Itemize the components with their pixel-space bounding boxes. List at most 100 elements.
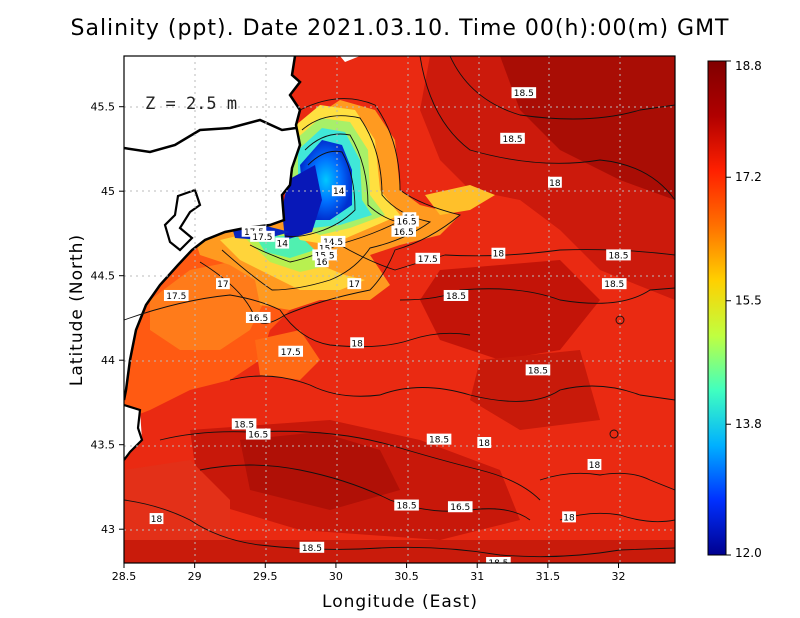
contour-label-bg [299, 541, 325, 553]
contour-label-bg [275, 237, 290, 249]
colorbar-ticks: 18.8 17.2 15.5 13.8 12.0 [726, 59, 762, 560]
colorbar-tick-label: 12.0 [735, 546, 762, 560]
contour-labels: 18.518.518141616.516.517.517.51414.51515… [149, 87, 631, 569]
x-tick-label: 29.5 [253, 570, 278, 583]
contour-label: 18 [479, 439, 491, 449]
plot-frame [123, 55, 676, 564]
contour-label-bg [231, 418, 257, 430]
x-axis-label: Longitude (East) [322, 592, 478, 612]
contour-label-bg [320, 235, 346, 247]
contour-label: 17.5 [166, 292, 186, 302]
x-tick-label: 30 [329, 570, 343, 583]
contour-label-bg [500, 132, 525, 144]
contour-label-bg [391, 225, 417, 237]
contour-label-bg [525, 364, 551, 376]
contour-label: 18 [549, 179, 561, 189]
contour-label-bg [443, 289, 469, 301]
contour-label: 18 [151, 515, 163, 525]
contour-label: 17 [217, 280, 228, 290]
contour-label: 16.5 [397, 218, 417, 228]
contour-label-bg [426, 433, 452, 445]
y-tick-label: 44 [101, 354, 115, 367]
contour-label-bg [215, 278, 230, 290]
map-title: Salinity (ppt). Date 2021.03.10. Time 00… [70, 16, 730, 41]
y-tick-label: 43 [101, 523, 115, 536]
contour-label: 17.5 [281, 348, 301, 358]
y-tick-label: 43.5 [91, 439, 116, 452]
contour-label-bg [447, 501, 473, 513]
y-tick-label: 45.5 [91, 101, 116, 114]
y-tick-label: 45 [101, 185, 115, 198]
contour-label-bg [250, 230, 275, 242]
contour-label-bg [317, 242, 332, 254]
contour-label-bg [314, 256, 329, 268]
contour-label: 18.5 [446, 292, 466, 302]
colorbar-tick-label: 17.2 [735, 170, 762, 184]
contour-label-bg [606, 249, 631, 261]
contour-label-bg [245, 428, 271, 440]
contour-label: 18 [351, 339, 363, 349]
contour-label: 14 [333, 187, 345, 197]
contour-label: 18.5 [234, 420, 254, 430]
contour-label: 18 [493, 250, 505, 260]
contour-label-bg [477, 437, 492, 449]
contour-label-bg [394, 499, 419, 511]
contour-label: 18.5 [397, 502, 417, 512]
contour-label: 18.5 [608, 251, 628, 261]
contour-label-bg [587, 458, 602, 470]
contour-label-bg [350, 337, 365, 349]
contour-label: 16.5 [248, 314, 268, 324]
contour-label-bg [601, 278, 627, 290]
contour-label-bg [511, 87, 537, 99]
contour-label-bg [491, 247, 506, 259]
contour-label: 18 [589, 461, 601, 471]
contour-label-bg [331, 185, 346, 197]
plot-area: 18.518.518141616.516.517.517.51414.51515… [124, 56, 675, 569]
contour-label: 16 [316, 258, 328, 268]
contour-label: 17.5 [252, 233, 272, 243]
contour-label: 18 [563, 513, 575, 523]
contour-label: 18.5 [514, 89, 534, 99]
x-tick-label: 31 [470, 570, 484, 583]
contour-label-bg [562, 511, 576, 523]
danube-branch [124, 118, 297, 154]
contour-label: 18.5 [429, 436, 449, 446]
y-tick-label: 44.5 [91, 270, 116, 283]
lagoon-outline [163, 188, 202, 252]
contour-label: 16.5 [248, 431, 268, 441]
contour-label: 17.5 [418, 255, 438, 265]
x-tick-label: 28.5 [112, 570, 137, 583]
contour-label: 18.5 [604, 280, 624, 290]
contour-label-bg [163, 289, 189, 301]
land [124, 56, 300, 400]
colorbar-tick-label: 18.8 [735, 59, 762, 73]
contour-label-bg [415, 252, 441, 264]
x-tick-label: 32 [611, 570, 625, 583]
contour-label-bg [245, 311, 271, 323]
x-tick-label: 31.5 [536, 570, 561, 583]
contour-label: 17 [349, 280, 360, 290]
contour-label-bg [486, 557, 511, 563]
contour-label: 16.5 [394, 228, 414, 238]
colorbar-tick-label: 13.8 [735, 417, 762, 431]
x-tick-label: 29 [188, 570, 202, 583]
contour-label-bg [312, 249, 337, 261]
colorbar-tick-label: 15.5 [735, 294, 762, 308]
contour-label: 16.5 [450, 503, 470, 513]
x-axis-ticks: 28.5 29 29.5 30 30.5 31 31.5 32 [112, 563, 625, 583]
contour-label: 14 [277, 240, 289, 250]
contour-label: 14.5 [323, 238, 343, 248]
contour-label: 18.5 [503, 135, 523, 145]
contour-label-bg [347, 278, 362, 290]
contour-label-bg [548, 176, 562, 188]
colorbar [707, 60, 727, 556]
contour-label: 18.5 [528, 366, 548, 376]
x-tick-label: 30.5 [394, 570, 419, 583]
contour-label-bg [278, 345, 304, 357]
depth-label: Z = 2.5 m [145, 94, 237, 114]
contour-label: 18.5 [488, 559, 508, 569]
y-axis-ticks: 43 43.5 44 44.5 45 45.5 [91, 101, 124, 536]
y-axis-label: Latitude (North) [67, 234, 87, 386]
grid-lines [124, 56, 675, 563]
